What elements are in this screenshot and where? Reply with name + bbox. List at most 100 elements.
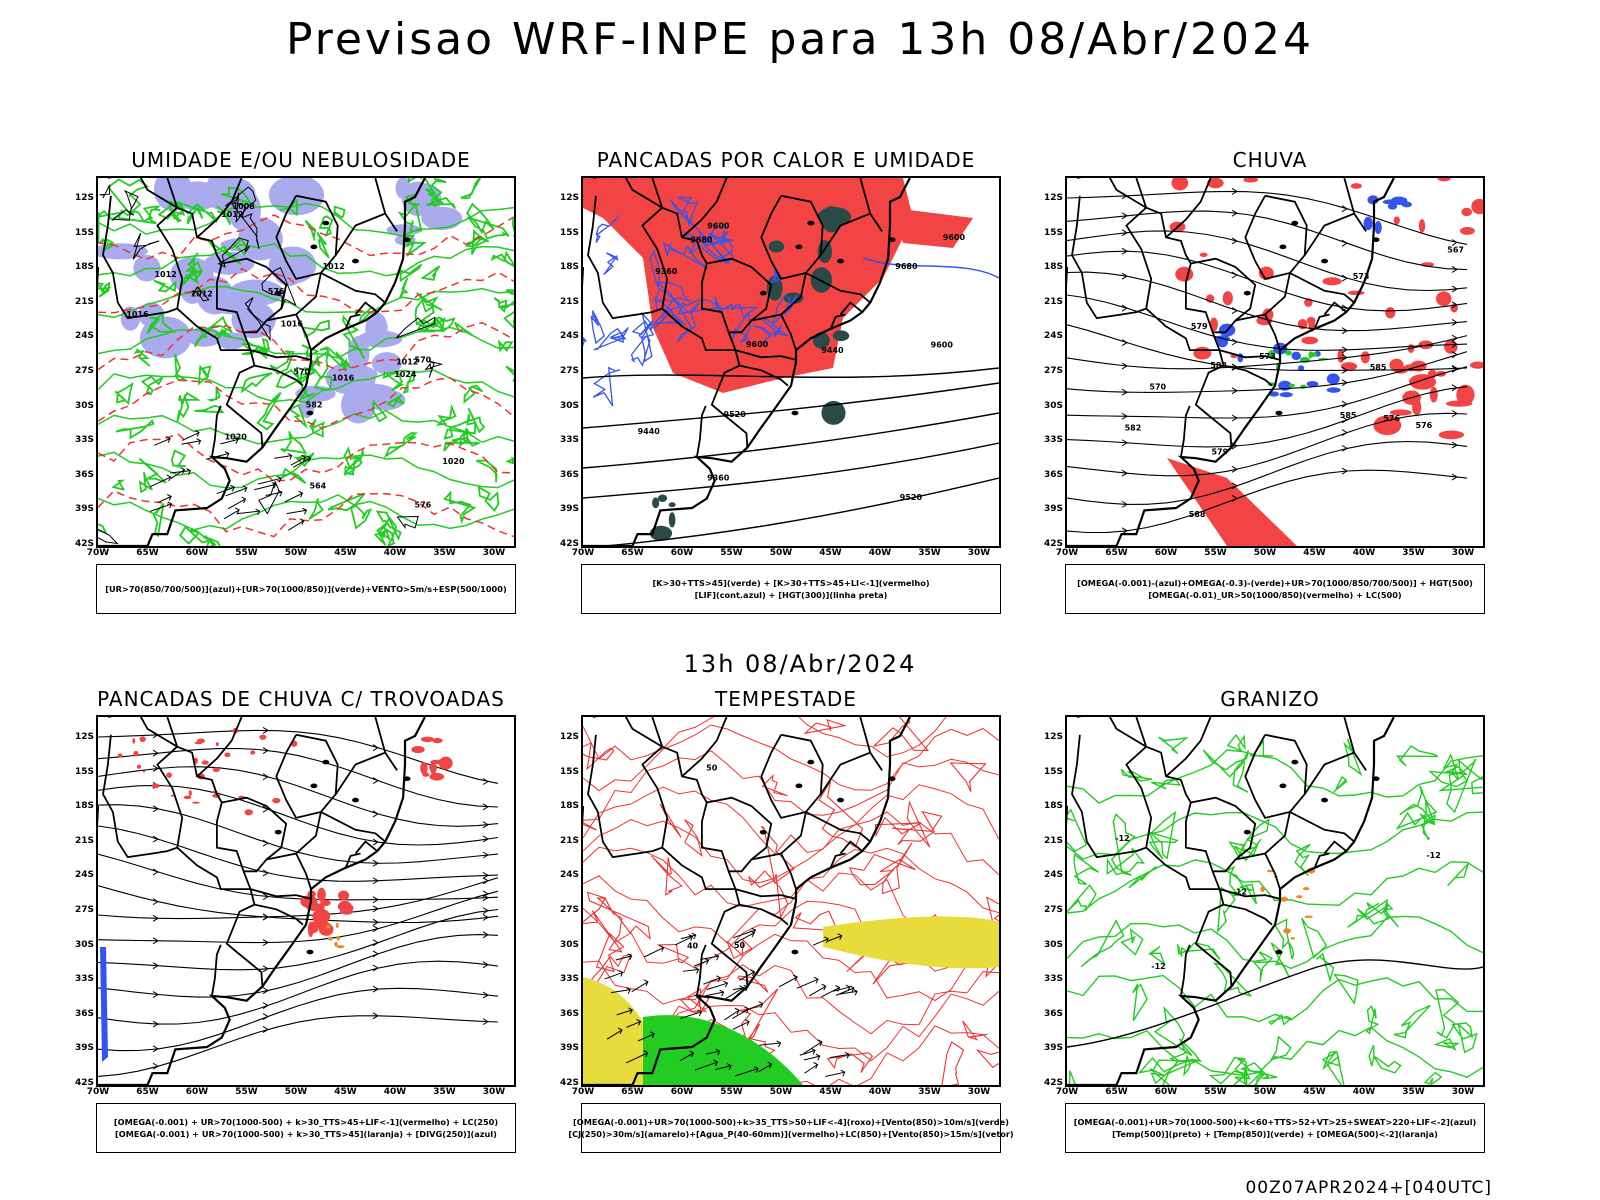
wind-vector (615, 955, 632, 961)
humidity-contour-green (209, 315, 233, 333)
streamline-arrow (1231, 307, 1238, 315)
lif-contour-blue (652, 311, 683, 329)
temperature-850-contour (1447, 863, 1469, 887)
thunderstorm-area-red (420, 736, 435, 743)
streamline (1067, 190, 1468, 245)
panel-tempestade: TEMPESTADE 50 50 40 12S 15S 18S 21S 24S 27S 30S 33S… (560, 687, 1014, 1157)
lake-marker (837, 797, 845, 803)
longitude-label: 30W (967, 548, 991, 558)
thunderstorm-area-red (192, 801, 200, 804)
temperature-850-contour (1212, 962, 1252, 997)
streamline-arrow (1121, 212, 1128, 220)
rain-area-blue (1306, 381, 1319, 387)
latitude-label: 39S (74, 1043, 94, 1054)
humidity-contour-green (350, 504, 373, 530)
contour-label: 582 (1210, 361, 1227, 370)
temperature-850-contour (1239, 883, 1258, 905)
temperature-850-contour (1080, 919, 1125, 968)
wind-vector (679, 1052, 694, 1062)
temperature-850-contour (1128, 866, 1157, 889)
thunderstorm-area-orange (327, 937, 333, 941)
streamline-arrow (1451, 351, 1458, 359)
state-border (1071, 734, 1153, 859)
state-border (1165, 178, 1212, 239)
longitude-label: 70W (1055, 1087, 1079, 1097)
humidity-contour-green (343, 446, 364, 472)
wind-vector (694, 967, 700, 974)
precipitable-water-contour (651, 855, 683, 896)
latitude-label: 33S (559, 974, 579, 985)
state-border (1244, 194, 1308, 280)
wind-vector (688, 934, 694, 941)
streamline-arrow (1341, 400, 1348, 408)
precipitable-water-contour (803, 718, 847, 735)
wind-vector (302, 507, 308, 515)
temperature-850-contour (1236, 1057, 1264, 1085)
wind-vector (186, 468, 192, 475)
wind-vector (625, 987, 631, 994)
streamline-arrow (1341, 327, 1348, 335)
contour-label: -12 (1151, 962, 1165, 971)
humidity-contour-green (463, 384, 484, 404)
thunderstorm-area-red (224, 752, 231, 758)
rain-area-red (1193, 346, 1212, 360)
humidity-contour-green (240, 372, 273, 394)
rain-area-blue (1291, 351, 1302, 361)
contour-label: 1012 (191, 290, 213, 299)
rain-area-red (1301, 336, 1319, 345)
streamline-arrow (1451, 365, 1458, 373)
streamline-arrow (482, 803, 489, 811)
latitude-label: 30S (1043, 939, 1063, 950)
latitude-label: 30S (559, 939, 579, 950)
state-border (266, 272, 322, 322)
latitude-label: 36S (559, 469, 579, 480)
thunderstorm-area-red (429, 764, 438, 771)
streamline (98, 885, 499, 924)
state-border (1190, 796, 1257, 873)
streamline-arrow (482, 991, 489, 999)
rain-area-red (1337, 349, 1345, 363)
humidity-contour-green (373, 522, 391, 546)
wind-vector (837, 933, 843, 940)
state-border (1145, 307, 1220, 351)
humidity-shade (371, 352, 402, 375)
streamline (98, 1015, 499, 1077)
streamline-arrow (372, 964, 379, 972)
lif-contour-blue (678, 196, 699, 227)
lif-contour-blue (593, 327, 627, 351)
map-canvas: 588 585 582 579 576 573 570 567 585 582 579 576 573 (1067, 178, 1483, 546)
precipitable-water-contour (583, 846, 999, 914)
rain-area-red (1175, 266, 1194, 282)
pressure-contour (396, 515, 419, 530)
streamline-arrow (372, 838, 379, 846)
humidity-contour-green (342, 314, 365, 360)
wind-vector (832, 986, 850, 992)
streamline-arrow (1121, 500, 1128, 508)
longitude-label: 50W (284, 1087, 308, 1097)
latitude-label: 12S (559, 732, 579, 742)
lif-contour-blue (590, 310, 605, 345)
wind-vector (815, 1053, 821, 1061)
humidity-contour-green (464, 235, 490, 248)
contour-label: 1020 (442, 457, 465, 466)
longitude-label: 45W (1303, 548, 1326, 558)
main-title: Previsao WRF-INPE para 13h 08/Abr/2024 (285, 14, 1314, 65)
thickness-contour-red (98, 321, 514, 372)
state-border (254, 903, 304, 926)
wind-vector (700, 955, 719, 960)
latitude-label: 12S (74, 732, 94, 742)
humidity-contour-green (98, 285, 514, 319)
latitude-label: 30S (559, 400, 579, 411)
temperature-850-contour (1073, 853, 1100, 886)
state-border (751, 272, 807, 322)
map-canvas: -12 -12 -12 -12 (1067, 717, 1483, 1085)
state-border (107, 178, 264, 448)
streamline-arrow (1451, 341, 1458, 348)
state-border (102, 734, 184, 859)
humidity-contour-green (498, 300, 514, 329)
humidity-contour-green (465, 202, 495, 235)
latitude-axis: 12S 15S 18S 21S 24S 27S 30S 33S 36S 39S 42S (547, 176, 579, 549)
streamline (98, 908, 499, 971)
wind-vector (242, 485, 248, 493)
latitude-label: 39S (559, 1043, 579, 1054)
